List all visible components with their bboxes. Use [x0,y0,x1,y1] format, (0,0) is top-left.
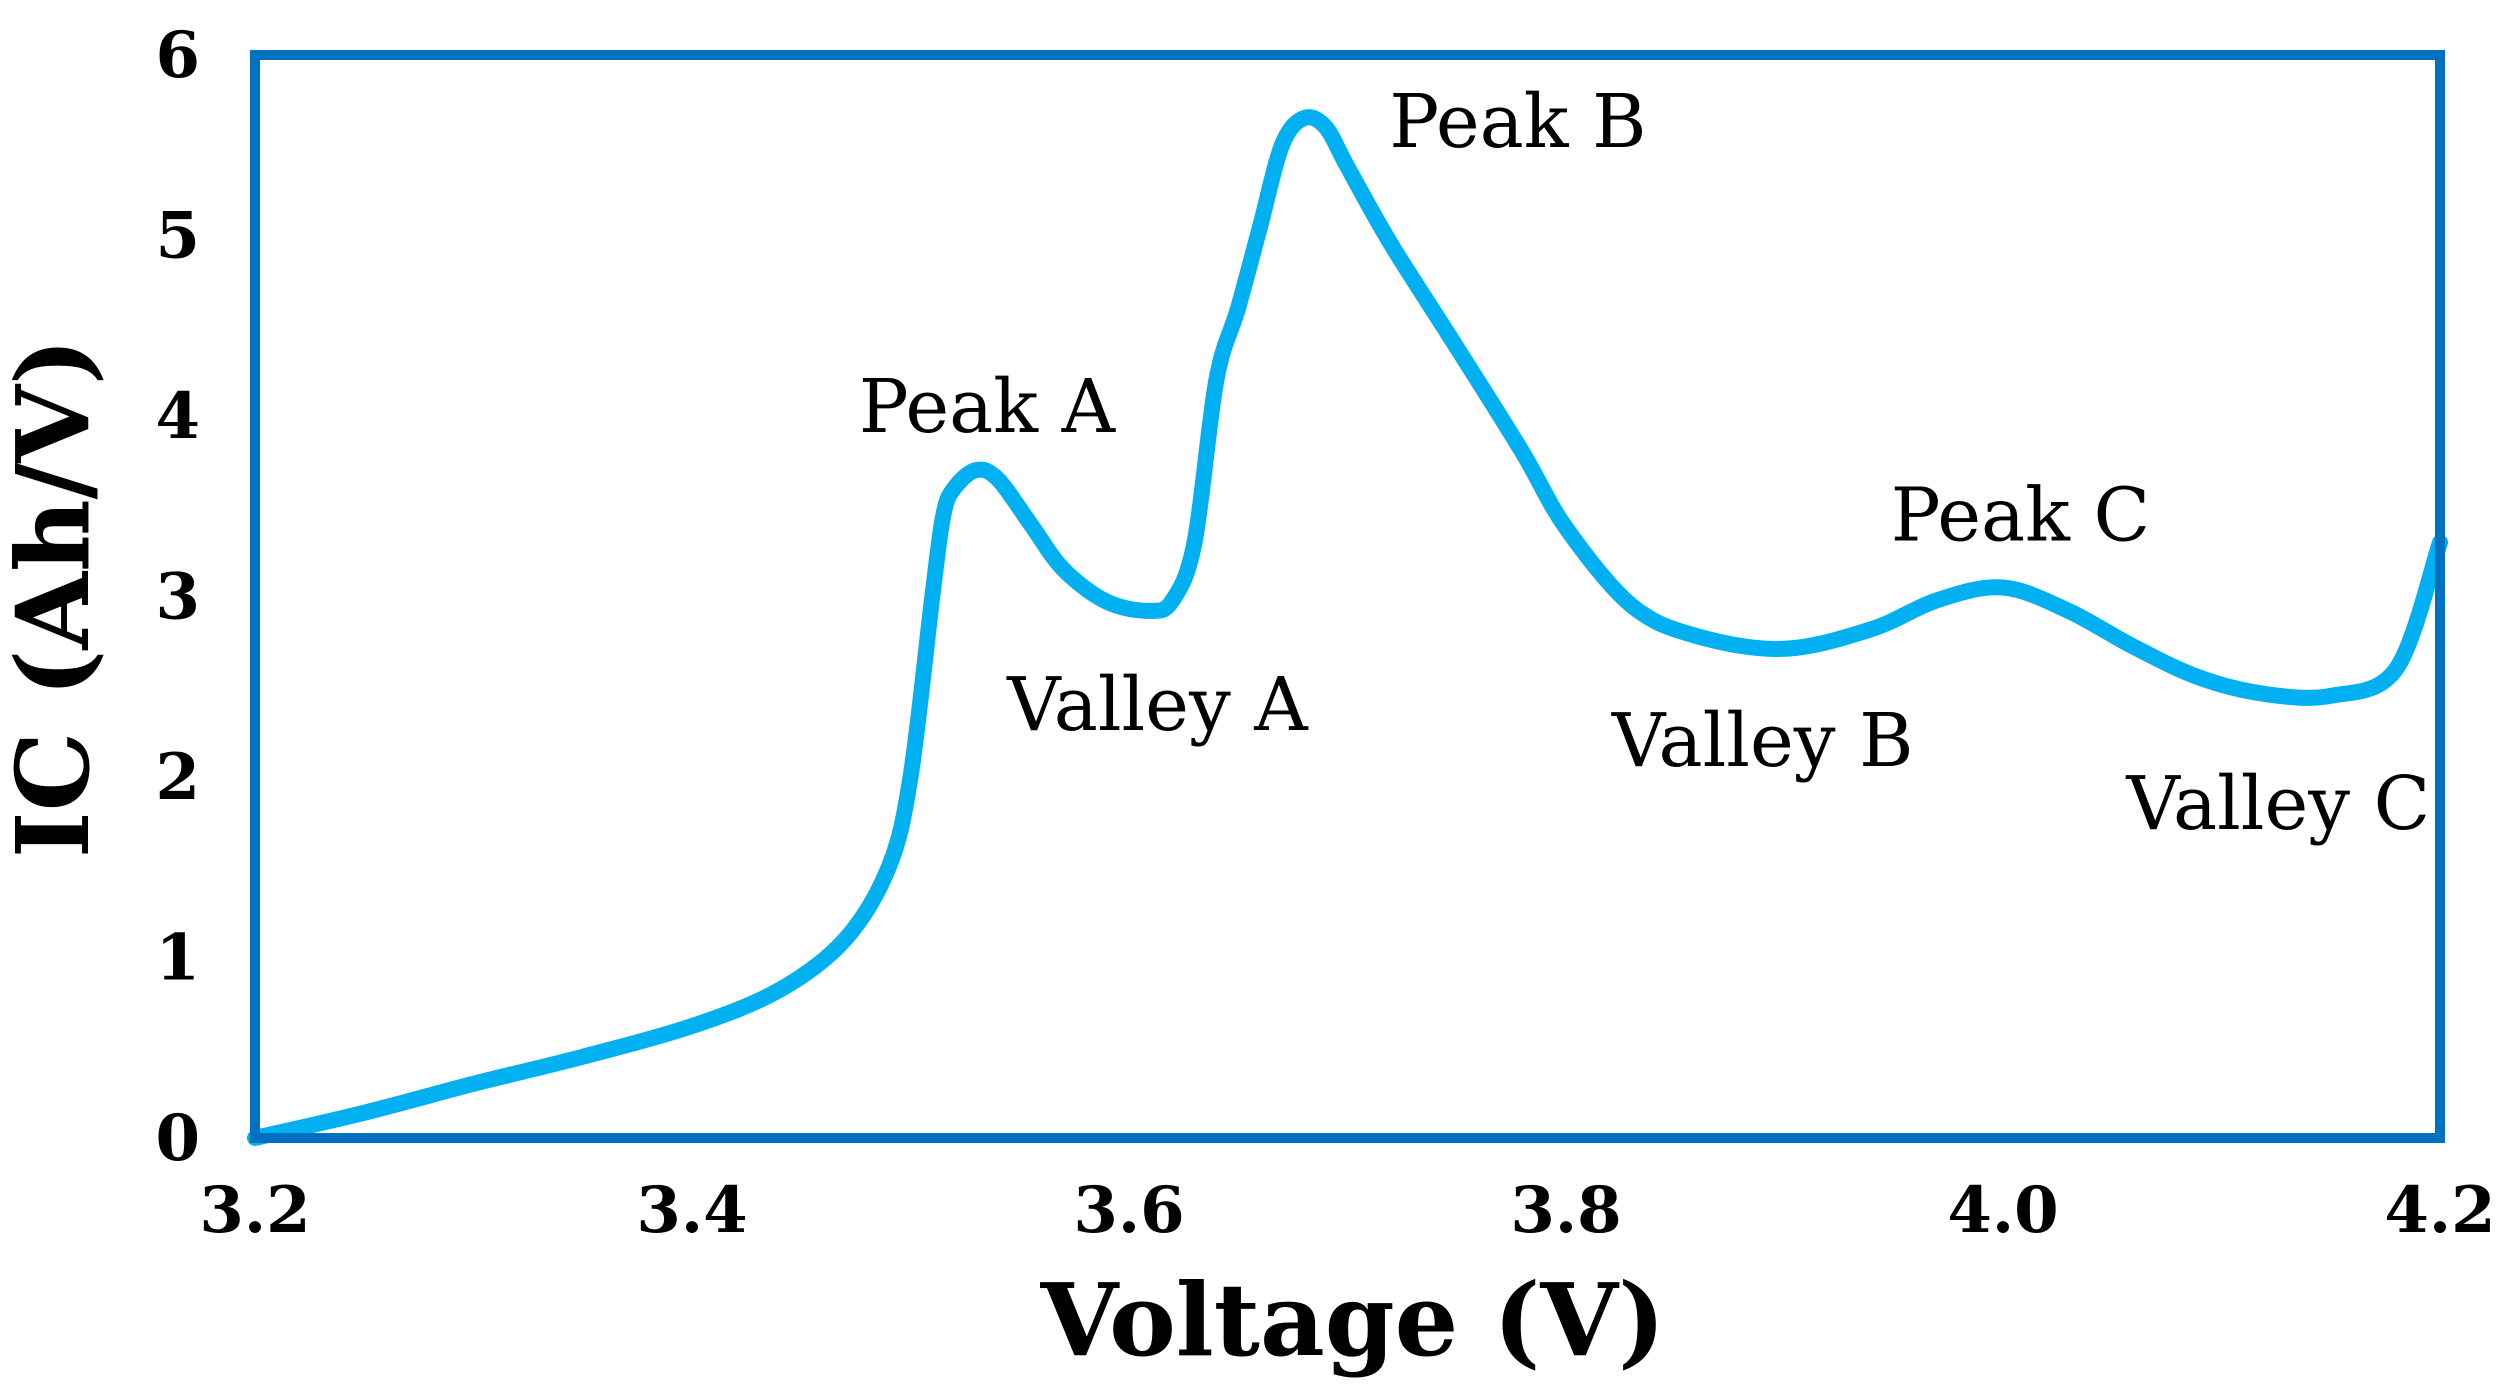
y-axis-title: IC (Ah/V) [0,338,112,858]
y-tick-label: 5 [155,199,200,274]
x-tick-label: 3.6 [1073,1173,1184,1248]
annotation-label: Peak A [859,364,1117,450]
annotation-label: Valley B [1611,698,1914,784]
x-tick-labels: 3.2 3.4 3.6 3.8 4.0 4.2 [199,1173,2495,1248]
y-tick-label: 1 [155,921,200,996]
y-tick-labels: 0 1 2 3 4 5 6 [155,18,200,1176]
y-tick-label: 3 [155,560,200,635]
annotation-label: Peak C [1891,472,2150,558]
y-tick-label: 2 [155,740,200,815]
annotations: Peak A Valley A Peak B Valley B Peak C Valley… [859,79,2430,847]
annotation-label: Valley A [1006,662,1309,748]
x-axis-title: Voltage (V) [1040,1261,1666,1379]
plot-frame [250,50,2445,1143]
x-tick-label: 3.8 [1510,1173,1621,1248]
ic-series-line [247,109,2448,1146]
y-tick-label: 6 [155,18,200,93]
annotation-label: Peak B [1389,79,1646,165]
annotation-label: Valley C [2125,761,2430,847]
x-tick-label: 3.2 [199,1173,310,1248]
x-tick-label: 3.4 [636,1173,747,1248]
y-tick-label: 0 [155,1101,200,1176]
x-tick-label: 4.0 [1947,1173,2058,1248]
y-tick-label: 4 [155,379,200,454]
x-tick-label: 4.2 [2384,1173,2495,1248]
